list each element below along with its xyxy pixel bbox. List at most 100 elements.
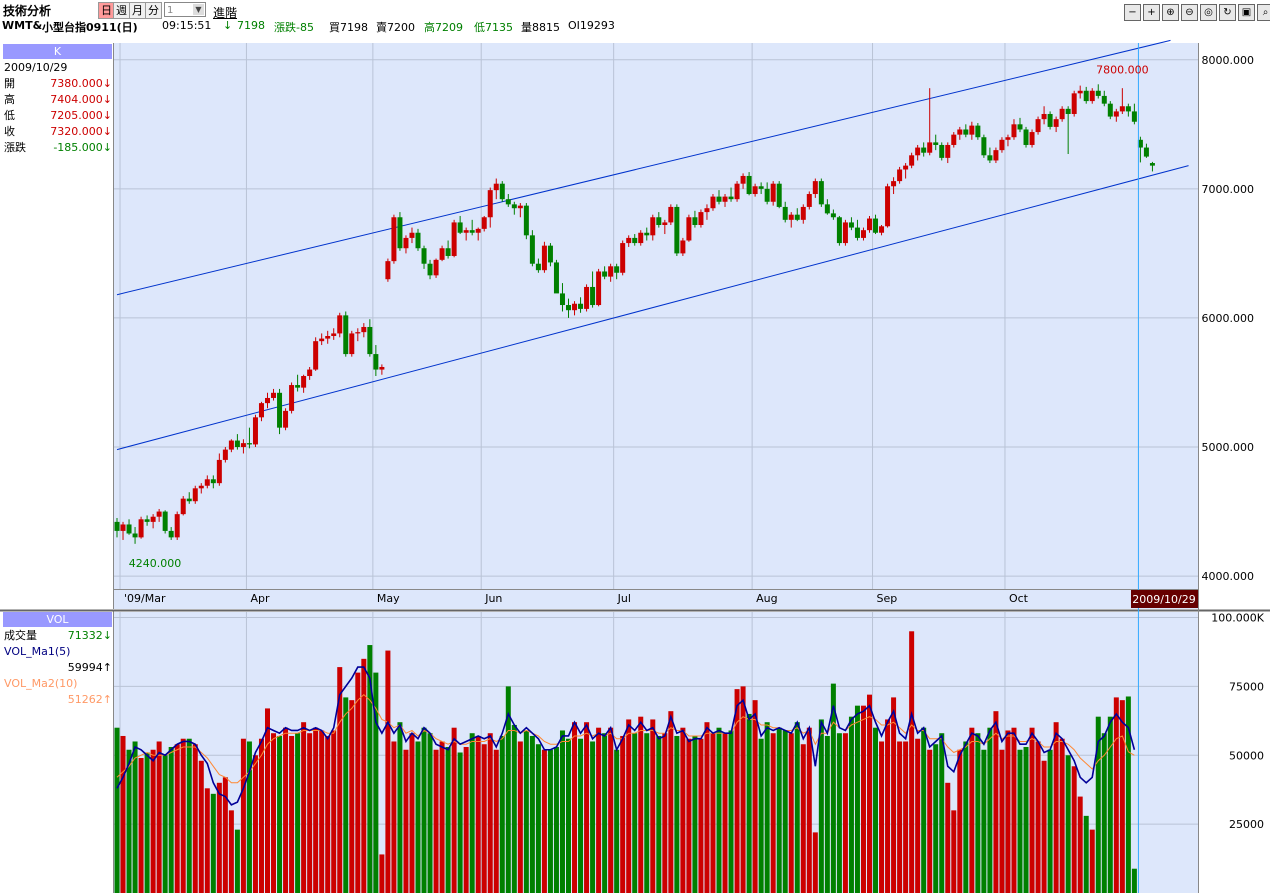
zoom-out-icon[interactable]: ⊖ <box>1181 4 1198 21</box>
volume-bar <box>469 733 475 893</box>
candle-body <box>433 259 439 276</box>
candle-body <box>764 188 770 202</box>
candle-body <box>180 498 186 515</box>
candle-body <box>541 245 547 271</box>
candle-body <box>252 417 258 445</box>
volume-bar <box>686 738 692 893</box>
candle-body <box>1053 119 1059 127</box>
volume-plot-area[interactable] <box>114 612 1198 893</box>
volume-bar <box>680 727 686 893</box>
k-high-value: 7404.000↓ <box>50 93 112 106</box>
plus-icon[interactable]: + <box>1143 4 1160 21</box>
volume-bar <box>391 741 397 893</box>
volume-bar <box>590 741 596 893</box>
volume-bar <box>487 733 493 893</box>
candle-body <box>927 142 933 153</box>
search-icon[interactable]: ⌕ <box>1257 4 1270 21</box>
volume-bar <box>120 735 126 893</box>
toolbar: 技術分析 日 週 月 分 1 ▼ 進階 − + ⊕ ⊖ ◎ ↻ ▣ ⌕ i WM… <box>0 0 1270 42</box>
candle-body <box>800 206 806 220</box>
vol-label: 成交量 <box>4 629 37 642</box>
x-tick-label: May <box>377 592 400 605</box>
quote-bid: 買7198 <box>329 21 368 34</box>
candle-body <box>662 222 668 225</box>
volume-bar <box>132 741 138 893</box>
price-plot-area[interactable] <box>114 43 1198 609</box>
k-high-label: 高 <box>4 93 15 106</box>
volume-bar <box>367 645 373 893</box>
period-minute-button[interactable]: 分 <box>145 2 162 19</box>
volume-bar <box>258 738 264 893</box>
candle-body <box>909 155 915 166</box>
advanced-link[interactable]: 進階 <box>213 6 238 20</box>
candle-body <box>776 183 782 207</box>
candle-body <box>198 485 204 489</box>
volume-bar <box>662 733 668 893</box>
volume-bar <box>1077 796 1083 893</box>
volume-bar <box>800 744 806 893</box>
candle-body <box>957 129 963 135</box>
interval-select[interactable]: 1 ▼ <box>164 2 206 17</box>
volume-bar <box>927 749 933 893</box>
volume-bar <box>421 727 427 893</box>
candle-body <box>523 205 529 236</box>
candle-body <box>421 248 427 264</box>
candle-body <box>1137 139 1143 148</box>
candle-body <box>951 134 957 145</box>
x-tick-label: Jul <box>617 592 631 605</box>
volume-bar <box>830 683 836 893</box>
volume-bar <box>499 735 505 893</box>
candle-body <box>529 235 535 264</box>
quote-low: 低7135 <box>474 21 513 34</box>
ma1-label-row: VOL_Ma1(5) <box>2 644 113 660</box>
volume-bar <box>427 733 433 893</box>
candle-body <box>584 286 590 309</box>
candle-body <box>1059 108 1065 120</box>
candle-body <box>361 326 367 333</box>
candle-body <box>644 232 650 236</box>
quote-ask: 賣7200 <box>376 21 415 34</box>
minus-icon[interactable]: − <box>1124 4 1141 21</box>
zoom-in-icon[interactable]: ⊕ <box>1162 4 1179 21</box>
volume-bar <box>854 705 860 893</box>
save-icon[interactable]: ▣ <box>1238 4 1255 21</box>
candle-body <box>192 488 198 502</box>
volume-bar <box>897 741 903 893</box>
volume-bar <box>710 733 716 893</box>
candle-body <box>1143 147 1149 157</box>
quote-time: 09:15:51 <box>162 19 212 32</box>
candle-body <box>746 175 752 195</box>
candle-body <box>975 125 981 138</box>
candle-body <box>1023 129 1029 145</box>
candle-body <box>271 392 277 398</box>
chevron-down-icon[interactable]: ▼ <box>193 4 204 15</box>
volume-bar <box>915 738 921 893</box>
volume-bar <box>198 760 204 893</box>
volume-bar <box>445 746 451 893</box>
volume-bar <box>1017 749 1023 893</box>
candle-body <box>818 181 824 205</box>
candle-body <box>999 139 1005 151</box>
volume-bar <box>945 782 951 893</box>
vol-y-tick-label: 100.000K <box>1211 612 1264 625</box>
volume-bar <box>602 733 608 893</box>
candle-body <box>812 181 818 195</box>
candle-body <box>632 237 638 244</box>
volume-bar <box>860 705 866 893</box>
candle-body <box>728 196 734 200</box>
candle-body <box>686 217 692 241</box>
zoom-fit-icon[interactable]: ◎ <box>1200 4 1217 21</box>
volume-bar <box>1113 697 1119 893</box>
candle-body <box>481 217 487 229</box>
volume-bar <box>1107 716 1113 893</box>
volume-bar <box>162 755 168 893</box>
refresh-icon[interactable]: ↻ <box>1219 4 1236 21</box>
volume-bar <box>385 650 391 893</box>
cursor-date-label: 2009/10/29 <box>1132 593 1195 606</box>
candle-body <box>710 196 716 209</box>
candle-body <box>409 232 415 238</box>
volume-bar <box>325 735 331 893</box>
volume-bar <box>463 746 469 893</box>
candle-body <box>355 332 361 334</box>
